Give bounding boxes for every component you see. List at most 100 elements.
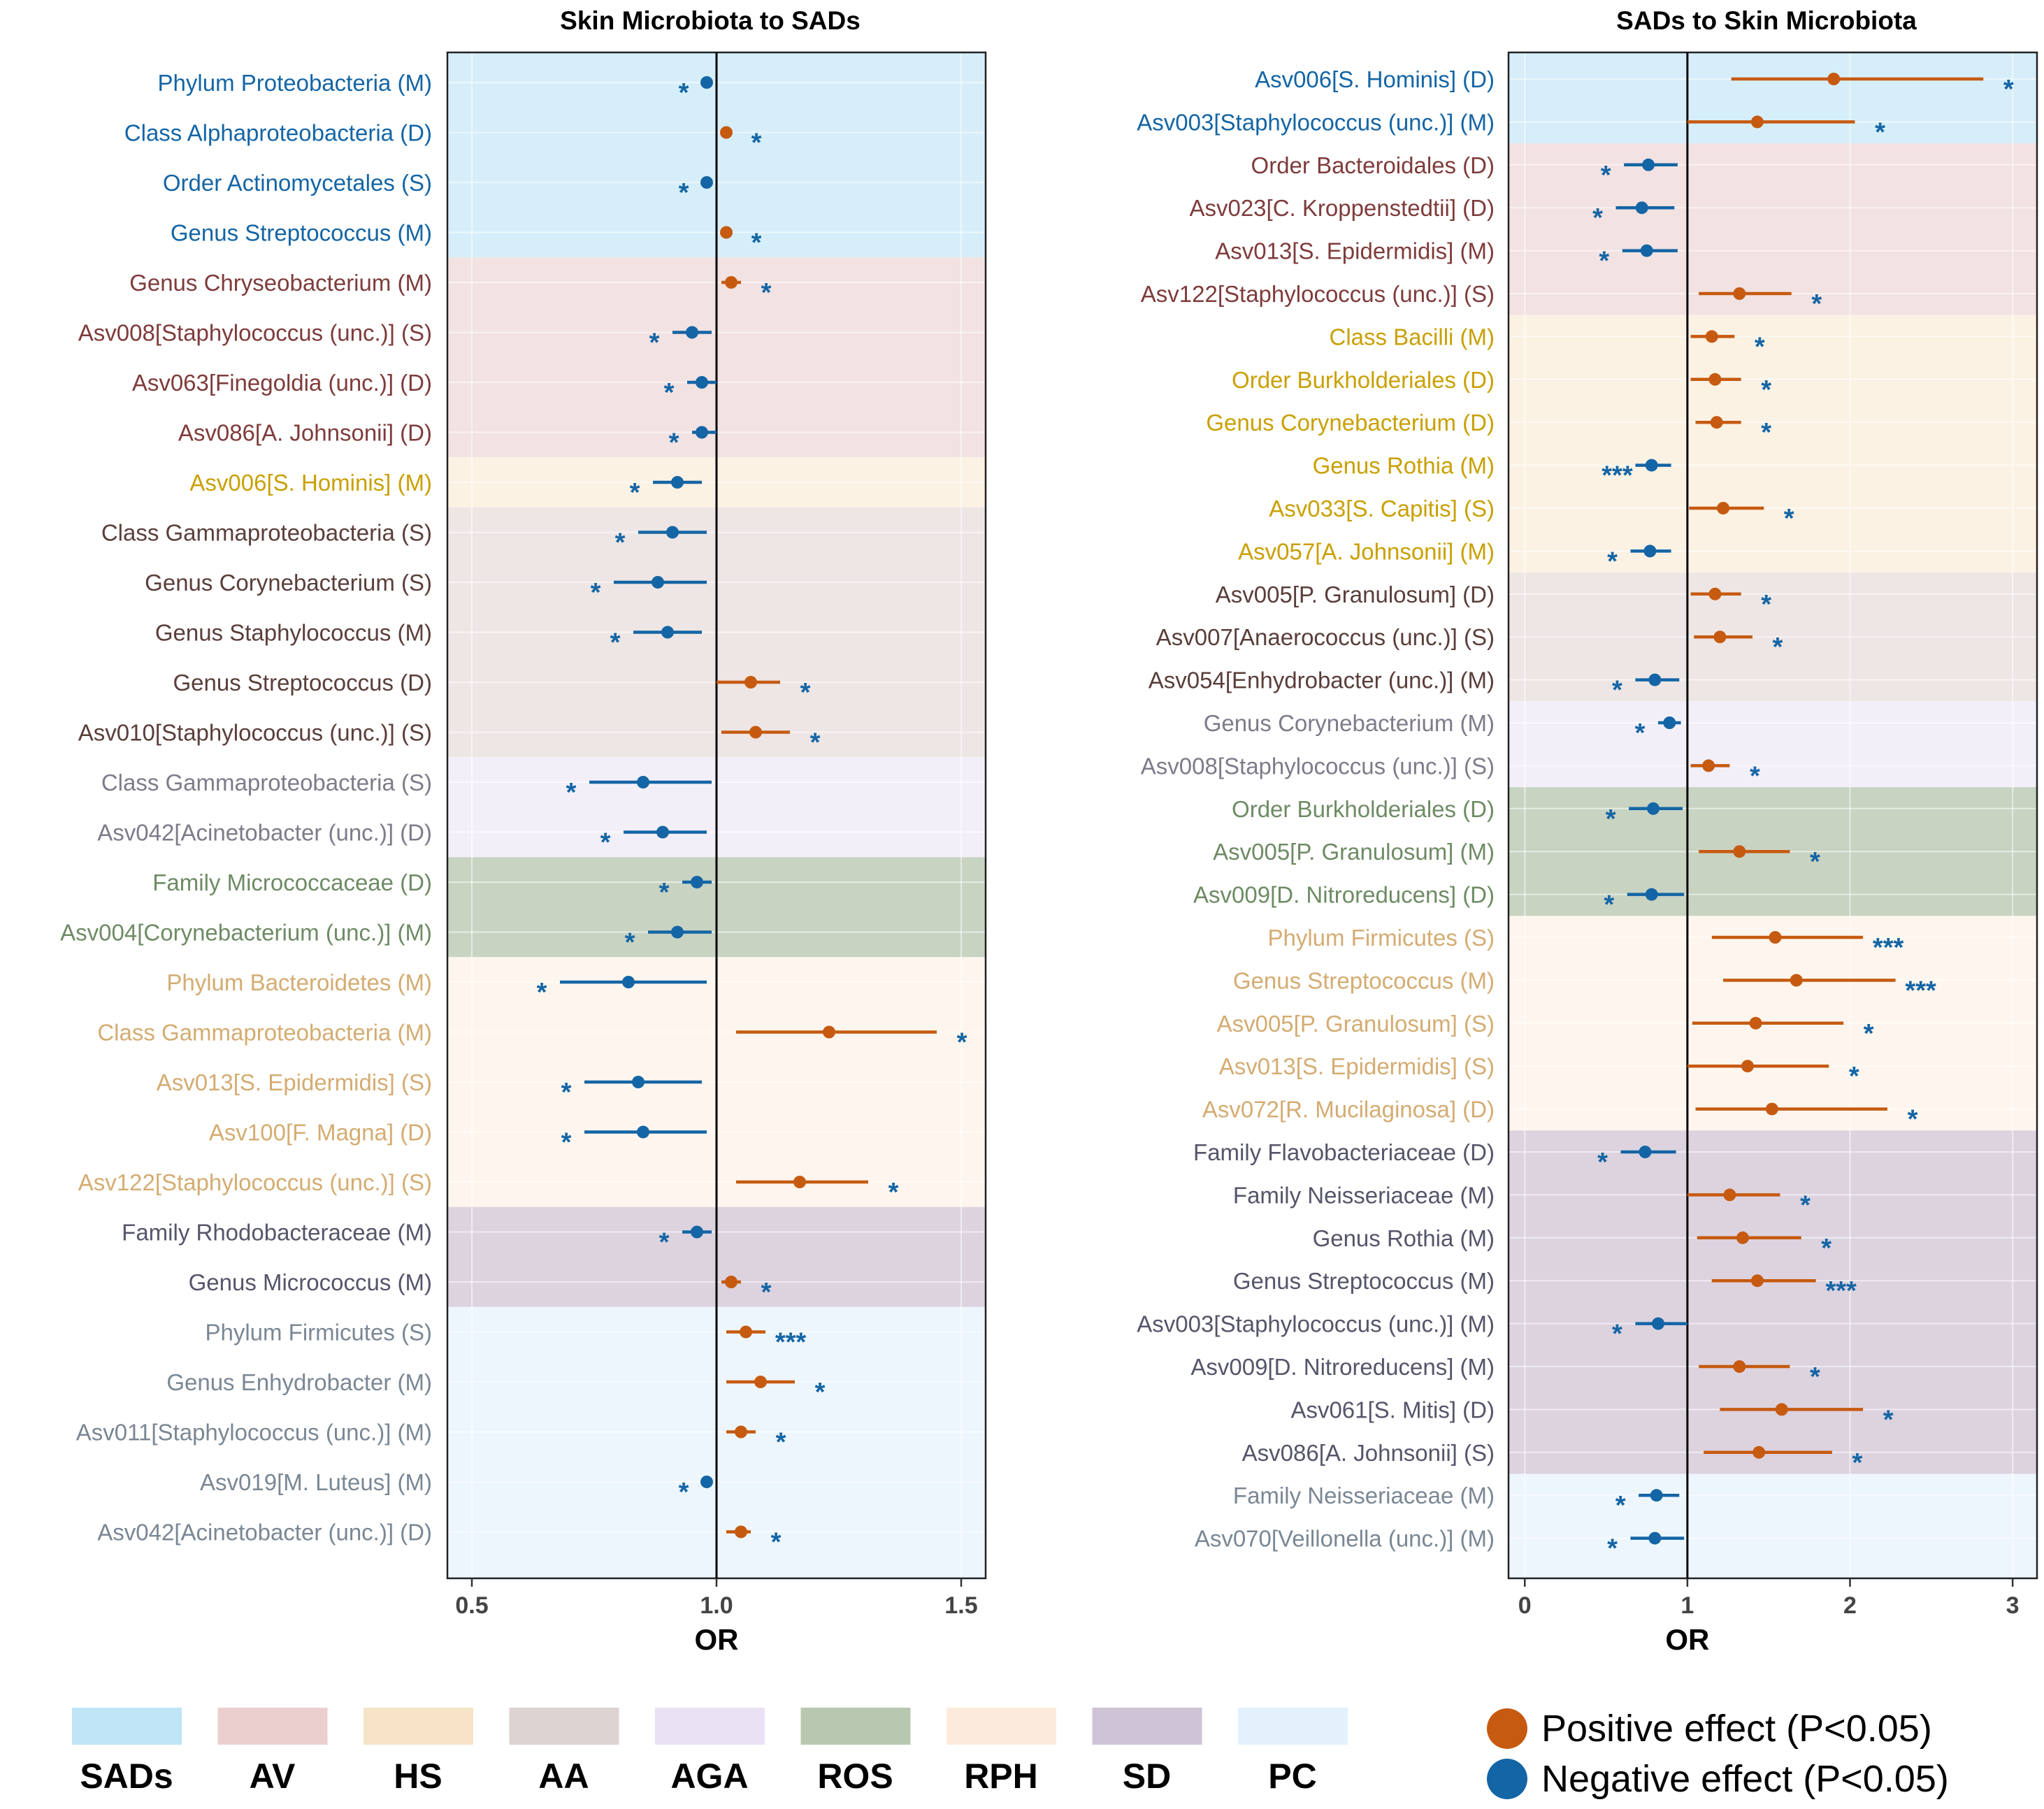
or-point	[1652, 1317, 1665, 1330]
legend-category-label: SADs	[80, 1757, 173, 1796]
row-label: Asv122[Staphylococcus (unc.)] (S)	[1141, 281, 1495, 307]
legend-positive-label: Positive effect (P<0.05)	[1541, 1708, 1932, 1750]
or-point	[1752, 1446, 1766, 1459]
or-point	[696, 426, 708, 439]
significance-mark: *	[610, 628, 621, 658]
significance-mark: *	[659, 1228, 670, 1257]
row-label: Asv005[P. Granulosum] (S)	[1217, 1011, 1495, 1037]
or-point	[754, 1376, 767, 1388]
or-point	[1648, 673, 1662, 686]
significance-mark: ***	[1905, 976, 1936, 1005]
or-point	[686, 326, 698, 339]
significance-mark: *	[679, 178, 689, 208]
or-point	[725, 1276, 737, 1288]
row-label: Asv033[S. Capitis] (S)	[1269, 496, 1495, 521]
row-label: Class Gammaproteobacteria (S)	[101, 770, 432, 795]
significance-mark: *	[679, 1478, 689, 1507]
legend-category-label: AV	[250, 1757, 296, 1796]
legend-category-label: RPH	[964, 1757, 1038, 1796]
row-label: Asv005[P. Granulosum] (M)	[1213, 839, 1495, 865]
row-label: Phylum Bacteroidetes (M)	[166, 970, 432, 995]
or-point	[720, 126, 733, 139]
or-point	[793, 1176, 806, 1188]
row-label: Asv086[A. Johnsonii] (D)	[178, 420, 432, 446]
significance-mark: ***	[1825, 1276, 1857, 1306]
or-point	[652, 576, 664, 589]
row-label: Family Micrococcaceae (D)	[152, 870, 432, 895]
legend-category-label: ROS	[817, 1757, 893, 1796]
or-point	[1723, 1188, 1736, 1202]
row-label: Asv122[Staphylococcus (unc.)] (S)	[78, 1169, 432, 1195]
x-axis-label: OR	[1665, 1623, 1709, 1656]
row-label: Asv009[D. Nitroreducens] (D)	[1193, 882, 1495, 908]
significance-mark: *	[1592, 203, 1603, 233]
significance-mark: *	[815, 1378, 826, 1407]
or-point	[1640, 244, 1653, 257]
or-point	[1775, 1403, 1788, 1416]
row-label: Asv042[Acinetobacter (unc.)] (D)	[97, 1520, 432, 1545]
or-point	[1749, 1016, 1762, 1030]
row-label: Asv013[S. Epidermidis] (S)	[1219, 1053, 1495, 1079]
row-label: Asv054[Enhydrobacter (unc.)] (M)	[1149, 668, 1495, 693]
row-label: Genus Corynebacterium (S)	[145, 570, 432, 596]
row-label: Order Bacteroidales (D)	[1251, 152, 1495, 178]
row-label: Asv013[S. Epidermidis] (S)	[157, 1069, 432, 1095]
significance-mark: *	[1875, 117, 1885, 147]
x-tick-label: 2	[1843, 1592, 1857, 1619]
legend-category-label: SD	[1123, 1757, 1171, 1796]
legend-swatch-aa	[509, 1708, 619, 1745]
or-point	[1750, 115, 1764, 129]
or-point	[1733, 287, 1746, 300]
row-label: Class Bacilli (M)	[1329, 324, 1495, 349]
row-label: Family Rhodobacteraceae (M)	[122, 1220, 432, 1246]
legend-swatch-sads	[72, 1708, 182, 1745]
or-point	[700, 1476, 713, 1488]
or-point	[1705, 330, 1718, 343]
or-point	[749, 726, 762, 739]
or-point	[1827, 73, 1841, 85]
legend-swatch-av	[217, 1708, 328, 1745]
row-label: Asv070[Veillonella (unc.)] (M)	[1195, 1526, 1495, 1552]
significance-mark: *	[1597, 1148, 1608, 1177]
row-label: Genus Micrococcus (M)	[189, 1269, 432, 1295]
significance-mark: *	[776, 1428, 786, 1457]
or-point	[1717, 502, 1730, 514]
row-label: Asv072[R. Mucilaginosa] (D)	[1202, 1097, 1495, 1123]
significance-mark: *	[1761, 418, 1771, 447]
significance-mark: *	[761, 1278, 772, 1307]
significance-mark: *	[1606, 805, 1616, 834]
or-point	[671, 476, 684, 489]
significance-mark: *	[649, 329, 660, 358]
or-point	[1645, 888, 1658, 901]
or-point	[1713, 630, 1727, 644]
x-tick-label: 1.0	[700, 1592, 733, 1619]
or-point	[637, 776, 649, 788]
or-point	[1710, 416, 1723, 429]
significance-mark: *	[659, 878, 670, 907]
row-label: Asv006[S. Hominis] (M)	[189, 470, 432, 496]
or-point	[740, 1325, 752, 1339]
legend-category-label: AGA	[670, 1757, 748, 1796]
significance-mark: *	[1800, 1190, 1811, 1220]
or-point	[1647, 802, 1660, 815]
significance-mark: *	[1604, 891, 1614, 920]
significance-mark: ***	[1602, 461, 1633, 491]
or-point	[1635, 201, 1648, 215]
row-label: Asv009[D. Nitroreducens] (M)	[1190, 1354, 1495, 1380]
legend-swatch-aga	[655, 1708, 765, 1745]
or-point	[1750, 1274, 1764, 1288]
significance-mark: *	[1612, 676, 1622, 705]
row-label: Asv004[Corynebacterium (unc.)] (M)	[60, 920, 432, 946]
or-point	[735, 1525, 747, 1538]
legend-negative-label: Negative effect (P<0.05)	[1541, 1758, 1949, 1800]
x-tick-label: 3	[2006, 1592, 2020, 1619]
or-point	[1663, 716, 1676, 729]
significance-mark: ***	[1873, 933, 1904, 963]
significance-mark: *	[615, 528, 626, 558]
significance-mark: *	[751, 129, 762, 158]
significance-mark: *	[1635, 719, 1646, 748]
row-label: Class Alphaproteobacteria (D)	[124, 120, 432, 146]
row-label: Asv019[M. Luteus] (M)	[200, 1469, 432, 1495]
row-label: Family Neisseriaceae (M)	[1233, 1483, 1495, 1508]
significance-mark: *	[1849, 1062, 1859, 1091]
